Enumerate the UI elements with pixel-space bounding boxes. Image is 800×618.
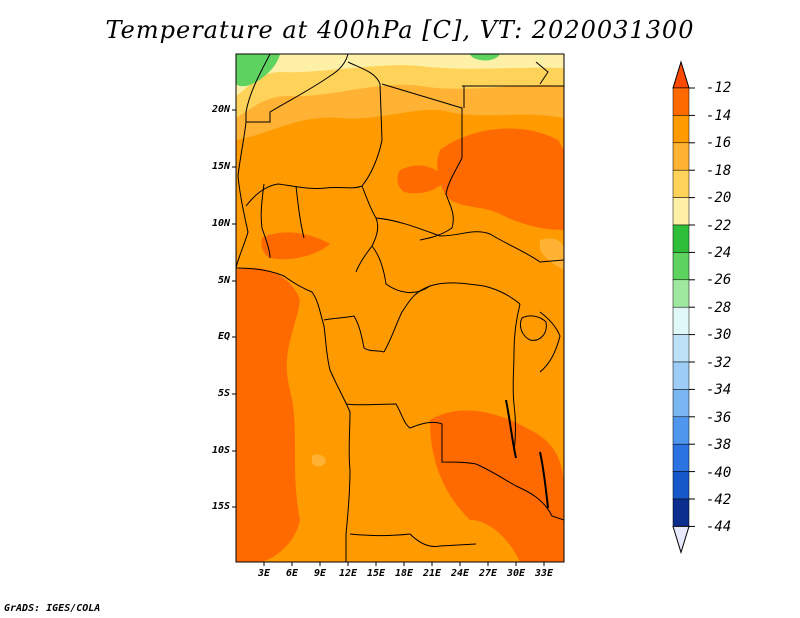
colorbar-label-16: -16 — [706, 135, 732, 151]
colorbar-label-20: -20 — [706, 190, 732, 206]
border-angola-drc — [345, 403, 477, 465]
colorbar-swatch — [672, 224, 690, 253]
colorbar-swatch — [672, 252, 690, 281]
lake-tanganyika — [505, 399, 517, 459]
credit-text: GrADS: IGES/COLA — [4, 603, 101, 614]
colorbar-label-40: -40 — [706, 465, 732, 481]
colorbar-swatch — [672, 115, 690, 144]
colorbar-swatch — [672, 389, 690, 418]
field-band-24-east — [470, 54, 500, 61]
lon-label-27e: 27E — [478, 568, 498, 579]
lat-label-10s: 10S — [211, 445, 230, 456]
border-guinea — [260, 183, 271, 259]
colorbar-top-arrow — [672, 60, 690, 89]
lat-label-15s: 15S — [211, 501, 230, 512]
colorbar-label-22: -22 — [706, 218, 732, 234]
lon-label-24e: 24E — [450, 568, 470, 579]
lon-label-15e: 15E — [366, 568, 386, 579]
colorbar-label-38: -38 — [706, 437, 732, 453]
colorbar-swatch — [672, 279, 690, 308]
field-warm-northeast — [437, 128, 564, 230]
lon-label-3e: 3E — [257, 568, 271, 579]
lat-label-20n: 20N — [211, 104, 230, 115]
colorbar-label-12: -12 — [706, 80, 732, 96]
map-title: Temperature at 400hPa [C], VT: 202003130… — [105, 16, 695, 44]
field-warm-west — [236, 267, 300, 562]
field-band-24-west — [236, 54, 280, 87]
colorbar-swatch — [672, 334, 690, 363]
field-warm-guinea — [261, 232, 330, 260]
colorbar-label-44: -44 — [706, 519, 732, 535]
colorbar-swatch — [672, 306, 690, 335]
map-boundaries — [236, 54, 564, 562]
lat-label-15n: 15N — [211, 161, 230, 172]
coast-nile-delta — [535, 61, 549, 85]
lake-malawi — [539, 451, 549, 509]
lon-label-6e: 6E — [285, 568, 299, 579]
lat-label-10n: 10N — [211, 218, 230, 229]
lake-victoria — [519, 315, 547, 341]
coastline-west — [236, 54, 351, 562]
colorbar-label-14: -14 — [706, 108, 732, 124]
colorbar-label-34: -34 — [706, 382, 732, 398]
colorbar-swatch — [672, 87, 690, 116]
lon-label-18e: 18E — [394, 568, 414, 579]
field-warm-north — [397, 165, 444, 194]
lat-label-5n: 5N — [217, 275, 230, 286]
lat-label-eq: EQ — [217, 331, 230, 342]
colorbar-swatch — [672, 471, 690, 500]
border-drc-east — [512, 303, 521, 453]
colorbar-swatch — [672, 361, 690, 390]
lon-label-21e: 21E — [422, 568, 442, 579]
border-uganda-kenya — [539, 311, 561, 373]
lon-label-9e: 9E — [313, 568, 327, 579]
field-band-20 — [236, 54, 564, 96]
colorbar-swatch — [672, 169, 690, 198]
border-nigeria-cameroon — [355, 185, 379, 273]
border-ghana — [295, 185, 305, 239]
colorbar-swatch — [672, 416, 690, 445]
colorbar-swatch — [672, 443, 690, 472]
lon-label-12e: 12E — [338, 568, 358, 579]
temperature-field — [236, 54, 564, 562]
colorbar-label-32: -32 — [706, 355, 732, 371]
colorbar-swatch — [672, 197, 690, 226]
colorbar-swatch — [672, 142, 690, 171]
border-zambia — [475, 463, 564, 521]
colorbar-label-36: -36 — [706, 410, 732, 426]
border-mauritania — [246, 54, 349, 123]
axis-ticks — [232, 109, 545, 566]
colorbar-swatch — [672, 498, 690, 527]
border-congo-drc — [383, 285, 431, 353]
lat-label-5s: 5S — [217, 388, 230, 399]
border-mali-niger — [245, 61, 383, 207]
colorbar — [672, 60, 695, 555]
field-cool-spot — [312, 454, 326, 467]
border-car-sudan — [375, 217, 564, 263]
colorbar-label-24: -24 — [706, 245, 732, 261]
field-warm-southeast — [430, 410, 564, 562]
lon-label-30e: 30E — [506, 568, 526, 579]
colorbar-label-42: -42 — [706, 492, 732, 508]
colorbar-label-30: -30 — [706, 327, 732, 343]
map-frame — [235, 53, 565, 563]
colorbar-label-18: -18 — [706, 163, 732, 179]
colorbar-bottom-arrow — [672, 525, 690, 555]
border-chad — [381, 83, 463, 241]
colorbar-label-26: -26 — [706, 272, 732, 288]
border-gabon-congo — [323, 315, 385, 353]
field-cool-east — [540, 238, 564, 270]
colorbar-label-28: -28 — [706, 300, 732, 316]
border-angola-namibia — [349, 533, 477, 547]
lon-label-33e: 33E — [534, 568, 554, 579]
